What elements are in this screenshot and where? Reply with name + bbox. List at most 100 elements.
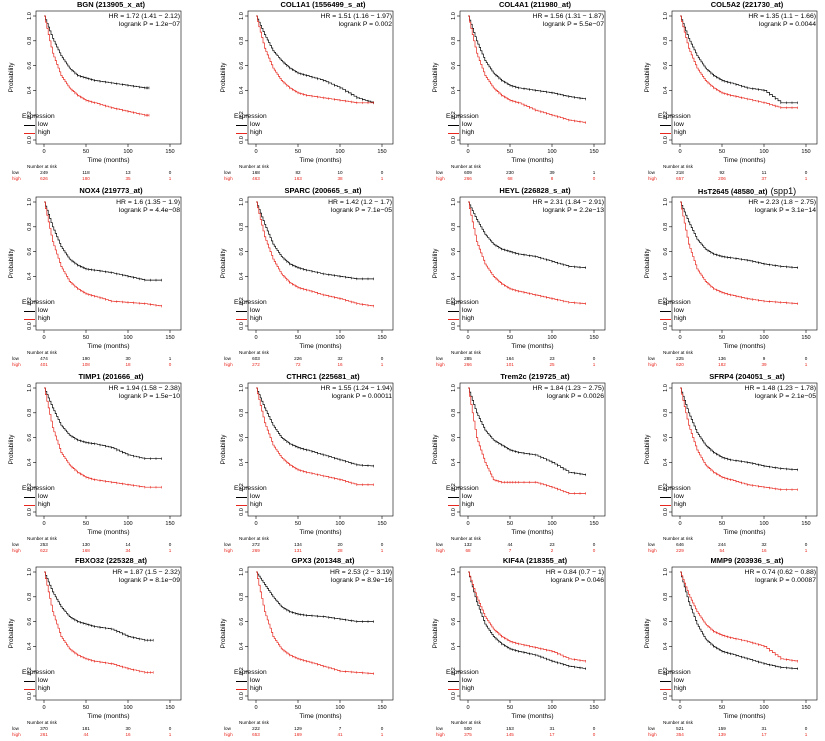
risk-header: Number at risk — [27, 350, 57, 355]
risk-count-low: 222 — [252, 726, 260, 731]
legend-label-high: high — [674, 685, 687, 692]
risk-count-low: 0 — [168, 170, 172, 175]
x-tick-label: 150 — [589, 705, 598, 711]
y-tick-label: 0.2 — [451, 483, 457, 491]
y-tick-label: 0.0 — [663, 136, 669, 144]
chart-title: COL4A1 (211980_at) — [460, 0, 610, 9]
y-axis-label: Probability — [644, 62, 651, 93]
y-tick-label: 0.8 — [27, 409, 33, 417]
chart-title: HsT2645 (48580_at) (spp1) — [672, 186, 822, 196]
risk-count-high: 131 — [294, 548, 302, 553]
x-axis-label: Time (months) — [723, 157, 765, 164]
y-axis-label: Probability — [8, 62, 15, 93]
chart-title-text: COL5A2 (221730_at) — [710, 0, 784, 9]
y-tick-label: 1.0 — [451, 384, 457, 392]
y-tick-label: 0.4 — [451, 643, 457, 651]
legend-label-high: high — [462, 315, 475, 322]
risk-count-high: 266 — [464, 362, 472, 367]
x-tick-label: 150 — [377, 335, 386, 341]
y-tick-label: 0.4 — [663, 459, 669, 467]
y-tick-label: 0.0 — [239, 692, 245, 700]
legend-title: Expression — [234, 299, 267, 306]
logrank-p: logrank P = 2.1e−05 — [754, 393, 816, 400]
legend-swatch-high — [24, 319, 35, 320]
legend-label-high: high — [462, 129, 475, 136]
risk-row-label-high: high — [12, 176, 21, 181]
legend-item-low: low — [234, 121, 267, 129]
chart-title-text: Trem2c (219725_at) — [500, 372, 570, 381]
legend: Expression low high — [446, 485, 479, 509]
x-tick-label: 0 — [254, 149, 257, 155]
risk-count-high: 1 — [380, 176, 384, 181]
y-tick-label: 0.2 — [451, 111, 457, 119]
hazard-ratio-stats: HR = 1.51 (1.16 − 1.97) logrank P = 0.002 — [321, 13, 392, 29]
y-tick-label: 0.0 — [27, 136, 33, 144]
y-tick-label: 0.0 — [451, 508, 457, 516]
legend-swatch-high — [236, 319, 247, 320]
legend-label-high: high — [462, 685, 475, 692]
x-tick-label: 50 — [719, 521, 725, 527]
survival-curve-high — [680, 15, 798, 109]
legend-swatch-high — [24, 505, 35, 506]
legend-swatch-high — [448, 319, 459, 320]
km-panel: 0.0 0.2 0.4 0.6 0.8 1.0 0 50 100 150 Probability Ti… — [636, 556, 825, 741]
x-tick-label: 150 — [377, 521, 386, 527]
risk-count-high: 0 — [168, 362, 172, 367]
plot-frame — [671, 382, 818, 517]
risk-header: Number at risk — [451, 164, 481, 169]
x-tick-label: 50 — [507, 705, 513, 711]
risk-count-high: 1 — [380, 362, 384, 367]
legend-title: Expression — [446, 299, 479, 306]
hazard-ratio-stats: HR = 1.87 (1.5 − 2.32) logrank P = 8.1e−0… — [112, 569, 180, 585]
chart-title: HEYL (226828_s_at) — [460, 186, 610, 195]
km-plot: 0.0 0.2 0.4 0.6 0.8 1.0 0 50 100 150 Probability Ti… — [8, 382, 182, 536]
x-tick-label: 50 — [507, 335, 513, 341]
risk-count-high: 229 — [676, 548, 684, 553]
y-tick-label: 0.2 — [27, 667, 33, 675]
legend-item-high: high — [446, 129, 479, 137]
x-tick-label: 100 — [547, 335, 556, 341]
x-tick-label: 100 — [759, 335, 768, 341]
x-tick-label: 0 — [678, 521, 681, 527]
legend-title: Expression — [446, 485, 479, 492]
risk-count-low: 130 — [82, 542, 90, 547]
risk-count-low: 500 — [464, 726, 472, 731]
x-tick-label: 100 — [123, 521, 132, 527]
legend-item-low: low — [22, 121, 55, 129]
survival-curve-high — [44, 201, 162, 307]
risk-count-low: 159 — [718, 726, 726, 731]
x-tick-label: 50 — [719, 335, 725, 341]
legend-item-high: high — [234, 129, 267, 137]
logrank-p: logrank P = 4.4e−08 — [118, 207, 180, 214]
legend-title: Expression — [22, 485, 55, 492]
x-tick-label: 100 — [123, 149, 132, 155]
legend-title: Expression — [658, 299, 691, 306]
legend-label-high: high — [38, 129, 51, 136]
risk-row-label-high: high — [436, 548, 445, 553]
survival-curve-low — [680, 571, 798, 669]
legend: Expression low high — [234, 485, 267, 509]
plot-frame — [247, 10, 394, 145]
y-tick-label: 0.6 — [27, 434, 33, 442]
risk-count-low: 82 — [295, 170, 301, 175]
risk-count-low: 30 — [125, 726, 131, 731]
y-tick-label: 0.6 — [663, 248, 669, 256]
risk-count-low: 10 — [337, 170, 343, 175]
hazard-ratio-stats: HR = 1.48 (1.23 − 1.78) logrank P = 2.1e−… — [745, 385, 816, 401]
risk-count-low: 129 — [294, 726, 302, 731]
plot-frame — [35, 196, 182, 331]
y-tick-label: 0.6 — [27, 618, 33, 626]
legend-item-high: high — [658, 315, 691, 323]
y-tick-label: 0.8 — [451, 593, 457, 601]
y-axis-label: Probability — [220, 62, 227, 93]
hazard-ratio-stats: HR = 2.53 (2 − 3.19) logrank P = 8.9e−16 — [330, 569, 392, 585]
chart-title-text: MMP9 (203936_s_at) — [710, 556, 784, 565]
x-tick-label: 0 — [678, 335, 681, 341]
risk-count-low: 0 — [168, 726, 172, 731]
risk-row-label-high: high — [224, 362, 233, 367]
logrank-p: logrank P = 3.1e−14 — [754, 207, 816, 214]
legend-swatch-low — [236, 681, 247, 682]
km-plot: 0.0 0.2 0.4 0.6 0.8 1.0 0 50 100 150 Probability Ti… — [220, 382, 394, 536]
y-tick-label: 0.8 — [663, 223, 669, 231]
chart-title: GPX3 (201348_at) — [248, 556, 398, 565]
